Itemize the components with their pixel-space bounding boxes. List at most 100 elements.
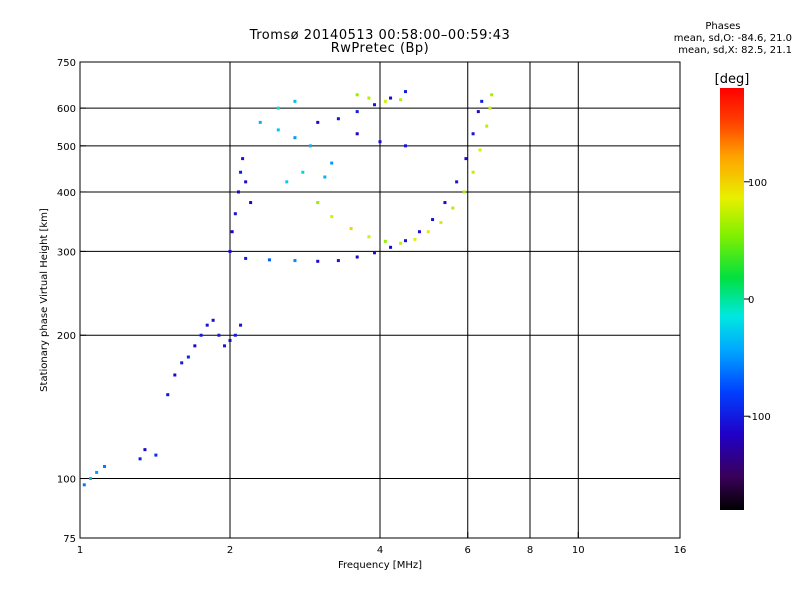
chart-title: Tromsø 20140513 00:58:00–00:59:43	[249, 28, 511, 43]
data-point-F-cusp	[236, 190, 240, 194]
data-point-F2-X	[485, 124, 489, 128]
data-point-F2-O	[355, 255, 359, 259]
data-point-sporadic-E	[293, 99, 297, 103]
data-point-F1-lower	[173, 373, 177, 377]
data-point-F2-X	[478, 148, 482, 152]
data-point-M-reflection	[378, 140, 382, 144]
data-point-low-E	[89, 477, 93, 481]
data-point-F2-X	[330, 215, 334, 219]
data-point-sporadic-E	[308, 144, 312, 148]
data-point-F2-X	[367, 235, 371, 239]
data-point-low-E	[143, 448, 147, 452]
data-point-F-cusp	[249, 201, 253, 205]
data-point-sporadic-E	[276, 128, 280, 132]
data-point-F-cusp	[233, 212, 237, 216]
phase-stats: Phases mean, sd,O: -84.6, 21.0 mean, sd,…	[674, 21, 792, 57]
data-point-sporadic-E	[301, 170, 305, 174]
data-point-M-reflection	[336, 117, 340, 121]
colorbar-unit: [deg]	[715, 72, 750, 87]
data-points	[82, 90, 494, 487]
data-point-F2-O	[267, 258, 271, 262]
colorbar-tick-label: 100	[748, 178, 767, 189]
y-axis: 75 100 200 300 400 500 600 750	[57, 58, 86, 545]
data-point-F1-lower	[186, 355, 190, 359]
data-point-F2-O	[244, 256, 248, 260]
data-point-F2-O	[316, 259, 320, 263]
data-point-M-reflection	[373, 103, 377, 107]
data-point-F-cusp	[230, 230, 234, 234]
data-point-X-high	[383, 99, 387, 103]
data-point-F2-X	[462, 190, 466, 194]
data-point-F2-O	[455, 180, 459, 184]
data-point-F1-lower	[211, 318, 215, 322]
data-point-F2-X	[471, 170, 475, 174]
y-tick-label: 500	[57, 142, 76, 153]
data-point-F2-X	[426, 230, 430, 234]
x-tick-label: 2	[227, 545, 233, 556]
data-point-F2-O	[389, 245, 393, 249]
data-point-F2-X	[383, 239, 387, 243]
colorbar-tick-label: 0	[748, 295, 754, 306]
y-tick-label: 600	[57, 104, 76, 115]
data-point-F2-O	[476, 110, 480, 114]
phase-stats-o: mean, sd,O: -84.6, 21.0	[673, 33, 792, 44]
data-point-F-cusp	[228, 249, 232, 253]
data-point-sporadic-E	[323, 175, 327, 179]
y-tick-label: 75	[63, 534, 76, 545]
data-point-sporadic-E	[293, 136, 297, 140]
data-point-F1-lower	[166, 393, 170, 397]
data-point-F1-lower	[180, 361, 184, 365]
x-tick-label: 10	[572, 545, 585, 556]
data-point-F2-O	[336, 259, 340, 263]
data-point-M-reflection	[316, 120, 320, 124]
data-point-M-reflection	[389, 96, 393, 100]
data-point-low-E	[82, 483, 86, 487]
data-point-M-reflection	[355, 110, 359, 114]
y-tick-label: 200	[57, 331, 76, 342]
data-point-F2-X	[490, 93, 494, 97]
data-point-F-cusp	[241, 157, 245, 161]
x-axis: 1 2 4 6 8 10 16	[77, 532, 687, 556]
data-point-low-E	[95, 470, 99, 474]
x-tick-label: 6	[465, 545, 471, 556]
data-point-F2-X	[451, 206, 455, 210]
data-point-X-high	[367, 96, 371, 100]
data-point-F2-X	[488, 106, 492, 110]
x-axis-label: Frequency [MHz]	[338, 560, 422, 571]
data-point-low-E	[138, 457, 142, 461]
data-point-F2-O	[480, 99, 484, 103]
phase-stats-heading: Phases	[705, 21, 741, 32]
data-point-F2-X	[413, 237, 417, 241]
data-point-F2-O	[293, 259, 297, 263]
data-point-low-E	[103, 464, 107, 468]
data-point-F2-X	[399, 241, 403, 245]
data-point-F2-X	[349, 227, 353, 231]
x-tick-label: 1	[77, 545, 83, 556]
colorbar-axis: 100 0 -100	[744, 178, 771, 423]
data-point-M-reflection	[355, 132, 359, 136]
y-tick-label: 750	[57, 58, 76, 69]
data-point-low-E	[154, 453, 158, 457]
data-point-X-high	[399, 98, 403, 102]
data-point-F2-O	[373, 251, 377, 255]
data-point-sporadic-E	[258, 120, 262, 124]
data-point-F1-lower	[217, 333, 221, 337]
y-tick-label: 300	[57, 247, 76, 258]
colorbar	[720, 88, 744, 510]
data-point-F1-lower	[223, 344, 227, 348]
y-tick-label: 400	[57, 188, 76, 199]
data-point-F1-lower	[193, 344, 197, 348]
data-point-F2-O	[403, 239, 407, 243]
x-tick-label: 4	[377, 545, 383, 556]
data-point-F1-lower	[228, 338, 232, 342]
y-tick-label: 100	[57, 475, 76, 486]
data-point-F2-O	[464, 157, 468, 161]
data-point-M-reflection	[403, 90, 407, 94]
data-point-F2-X	[316, 201, 320, 205]
data-point-F-cusp	[244, 180, 248, 184]
x-tick-label: 8	[527, 545, 533, 556]
x-tick-label: 16	[674, 545, 687, 556]
data-point-sporadic-E	[330, 161, 334, 165]
data-point-X-high	[355, 93, 359, 97]
